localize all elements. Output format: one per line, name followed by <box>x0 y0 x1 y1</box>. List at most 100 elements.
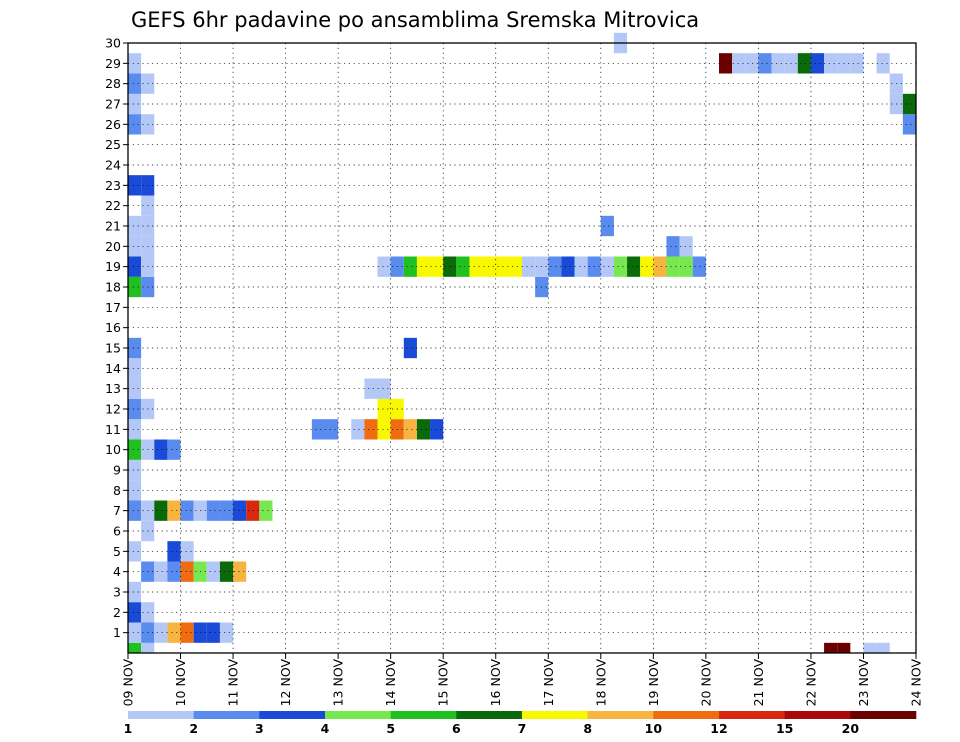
legend-label: 8 <box>583 721 592 736</box>
x-tick-label: 11 NOV <box>226 659 241 707</box>
y-tick-label: 3 <box>113 585 121 600</box>
legend-label: 20 <box>842 721 860 736</box>
heatmap-cell <box>863 642 877 653</box>
heatmap-cell <box>128 114 142 135</box>
heatmap-cell <box>325 419 339 440</box>
y-tick-label: 19 <box>105 259 121 274</box>
x-tick-label: 10 NOV <box>173 659 188 707</box>
heatmap-cell <box>206 561 220 582</box>
heatmap-cell <box>128 500 142 521</box>
heatmap-cell <box>128 53 142 74</box>
heatmap-cell <box>679 236 693 257</box>
heatmap-cell <box>206 500 220 521</box>
heatmap-cell <box>574 256 588 277</box>
heatmap-cell <box>219 622 234 643</box>
heatmap-cell <box>128 642 142 653</box>
heatmap-cell <box>167 622 181 643</box>
color-legend: 1 2 3 4 5 6 7 8 10 12 15 20 <box>124 711 917 736</box>
legend-swatch <box>325 711 391 719</box>
y-tick-label: 22 <box>105 198 121 213</box>
heatmap-cell <box>403 337 417 359</box>
y-tick-label: 15 <box>105 341 121 356</box>
heatmap-cell <box>128 358 142 379</box>
heatmap-cell <box>180 541 194 562</box>
heatmap-cell <box>377 256 391 277</box>
legend-label: 10 <box>645 721 663 736</box>
heatmap-cell <box>653 256 667 277</box>
heatmap-cell <box>219 500 234 521</box>
heatmap-cell <box>758 53 772 74</box>
heatmap-cell <box>351 419 365 440</box>
heatmap-cell <box>128 378 142 399</box>
legend-swatch <box>522 711 588 719</box>
y-tick-label: 18 <box>105 280 121 295</box>
y-tick-label: 16 <box>105 320 121 335</box>
x-tick-label: 13 NOV <box>331 659 346 707</box>
heatmap-cell <box>128 622 142 643</box>
legend-swatch <box>784 711 851 719</box>
heatmap-cell <box>128 602 142 623</box>
y-tick-label: 9 <box>113 463 121 478</box>
heatmap-cell <box>430 419 444 440</box>
y-axis: 1234567891011121314151617181920212223242… <box>105 36 128 640</box>
heatmap-cell <box>416 419 431 440</box>
legend-label: 7 <box>518 721 527 736</box>
heatmap-cell <box>902 114 916 135</box>
legend-swatch <box>259 711 326 719</box>
heatmap-cell <box>522 256 536 277</box>
legend-swatch <box>587 711 654 719</box>
heatmap-cell <box>679 256 693 277</box>
y-tick-label: 12 <box>105 402 121 417</box>
heatmap-cell <box>548 256 562 277</box>
heatmap-cell <box>403 256 417 277</box>
heatmap-cell <box>154 500 168 521</box>
heatmap-cell <box>600 256 614 277</box>
x-tick-label: 17 NOV <box>541 659 556 707</box>
heatmap-cell <box>456 256 470 277</box>
heatmap-cells <box>128 32 916 653</box>
heatmap-cell <box>876 642 890 653</box>
heatmap-cell <box>128 581 142 603</box>
heatmap-cell <box>824 53 838 74</box>
legend-swatch <box>390 711 457 719</box>
heatmap-cell <box>128 439 142 460</box>
heatmap-cell <box>259 500 273 521</box>
heatmap-cell <box>128 337 142 359</box>
x-tick-label: 24 NOV <box>909 659 924 707</box>
heatmap-cell <box>233 561 247 582</box>
heatmap-cell <box>837 642 851 653</box>
heatmap-cell <box>128 276 142 298</box>
legend-swatch <box>653 711 720 719</box>
heatmap-cell <box>128 256 142 277</box>
legend-label: 4 <box>321 721 330 736</box>
heatmap-cell <box>128 419 142 440</box>
y-tick-label: 30 <box>105 36 121 51</box>
heatmap-cell <box>154 439 168 460</box>
heatmap-cell <box>824 642 838 653</box>
heatmap-cell <box>167 541 181 562</box>
heatmap-cell <box>180 561 194 582</box>
x-tick-label: 23 NOV <box>856 659 871 707</box>
y-tick-label: 25 <box>105 137 121 152</box>
heatmap-cell <box>876 53 890 74</box>
y-tick-label: 29 <box>105 56 121 71</box>
y-tick-label: 2 <box>113 605 121 620</box>
heatmap-cell <box>745 53 759 74</box>
heatmap-cell <box>154 622 168 643</box>
y-tick-label: 10 <box>105 442 121 457</box>
legend-swatch <box>128 711 194 719</box>
heatmap-cell <box>154 561 168 582</box>
x-tick-label: 09 NOV <box>121 659 136 707</box>
legend-swatch <box>456 711 523 719</box>
heatmap-cell <box>167 500 181 521</box>
heatmap-cell <box>613 256 628 277</box>
y-tick-label: 1 <box>113 625 121 640</box>
heatmap-cell <box>797 53 811 74</box>
x-tick-label: 15 NOV <box>436 659 451 707</box>
legend-label: 6 <box>452 721 461 736</box>
heatmap-cell <box>128 459 142 481</box>
heatmap-cell <box>128 175 142 196</box>
heatmap-cell <box>364 419 378 440</box>
legend-label: 5 <box>386 721 395 736</box>
legend-swatch <box>193 711 260 719</box>
